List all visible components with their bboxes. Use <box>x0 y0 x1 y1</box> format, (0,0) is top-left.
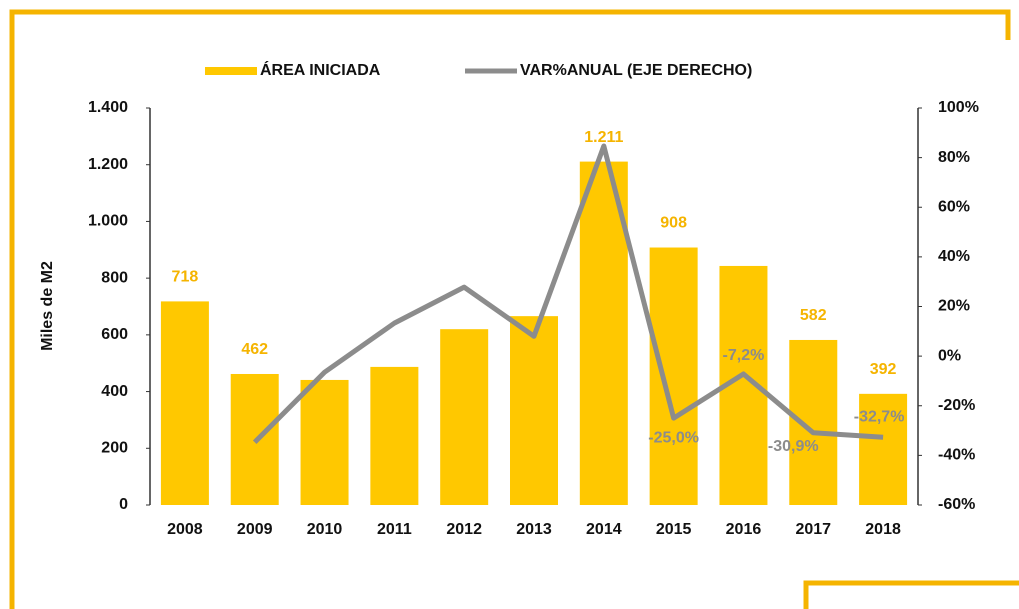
bar <box>300 379 349 505</box>
line <box>252 143 884 444</box>
legend-label: VAR%ANUAL (EJE DERECHO) <box>520 62 752 79</box>
y2-tick-label: -20% <box>938 397 975 414</box>
y-tick-label: 0 <box>119 496 128 513</box>
line-value-label: -30,9% <box>768 438 819 455</box>
bar <box>160 301 209 505</box>
y2-tick-label: 80% <box>938 149 970 166</box>
bar-value-label: 1.211 <box>584 129 623 146</box>
x-tick-label: 2013 <box>516 521 552 538</box>
y2-tick-label: 0% <box>938 347 961 364</box>
y2-tick-label: 20% <box>938 298 970 315</box>
x-tick-label: 2012 <box>446 521 482 538</box>
x-tick-label: 2014 <box>586 521 622 538</box>
bar <box>510 316 558 505</box>
bar <box>440 329 489 505</box>
y2-tick-label: 40% <box>938 248 970 265</box>
y2-tick-label: -40% <box>938 447 975 464</box>
line-value-label: -7,2% <box>723 347 765 364</box>
bar <box>649 247 698 505</box>
x-tick-label: 2016 <box>726 521 762 538</box>
line-value-label: -32,7% <box>854 408 905 425</box>
legend-label: ÁREA INICIADA <box>260 60 381 79</box>
legend-swatch <box>205 67 257 75</box>
x-tick-label: 2009 <box>237 521 273 538</box>
y-tick-label: 1.000 <box>88 213 128 230</box>
y-tick-label: 1.200 <box>88 156 128 173</box>
y-axis-title: Miles de M2 <box>39 261 56 351</box>
bar <box>859 393 908 505</box>
y-tick-label: 400 <box>101 383 128 400</box>
y-tick-label: 200 <box>101 440 128 457</box>
bar-value-label: 462 <box>241 341 268 358</box>
frame <box>9 9 1011 609</box>
bar-value-label: 392 <box>870 361 897 378</box>
bar <box>370 366 419 505</box>
bar <box>579 161 628 505</box>
y2-tick-label: -60% <box>938 496 975 513</box>
x-tick-label: 2015 <box>656 521 692 538</box>
x-tick-label: 2018 <box>865 521 901 538</box>
y2-tick-label: 60% <box>938 198 970 215</box>
bar-value-label: 582 <box>800 307 827 324</box>
y-tick-label: 800 <box>101 269 128 286</box>
x-tick-label: 2011 <box>377 521 412 538</box>
x-tick-label: 2008 <box>167 521 203 538</box>
bar-value-label: 908 <box>660 215 687 232</box>
bar <box>789 339 838 505</box>
x-tick-label: 2010 <box>307 521 343 538</box>
line-value-label: -25,0% <box>648 429 699 446</box>
bar-value-label: 718 <box>172 269 199 286</box>
y-tick-label: 600 <box>101 326 128 343</box>
corner-box <box>803 580 1019 609</box>
y2-tick-label: 100% <box>938 99 979 116</box>
x-tick-label: 2017 <box>795 521 831 538</box>
y-tick-label: 1.400 <box>88 99 128 116</box>
